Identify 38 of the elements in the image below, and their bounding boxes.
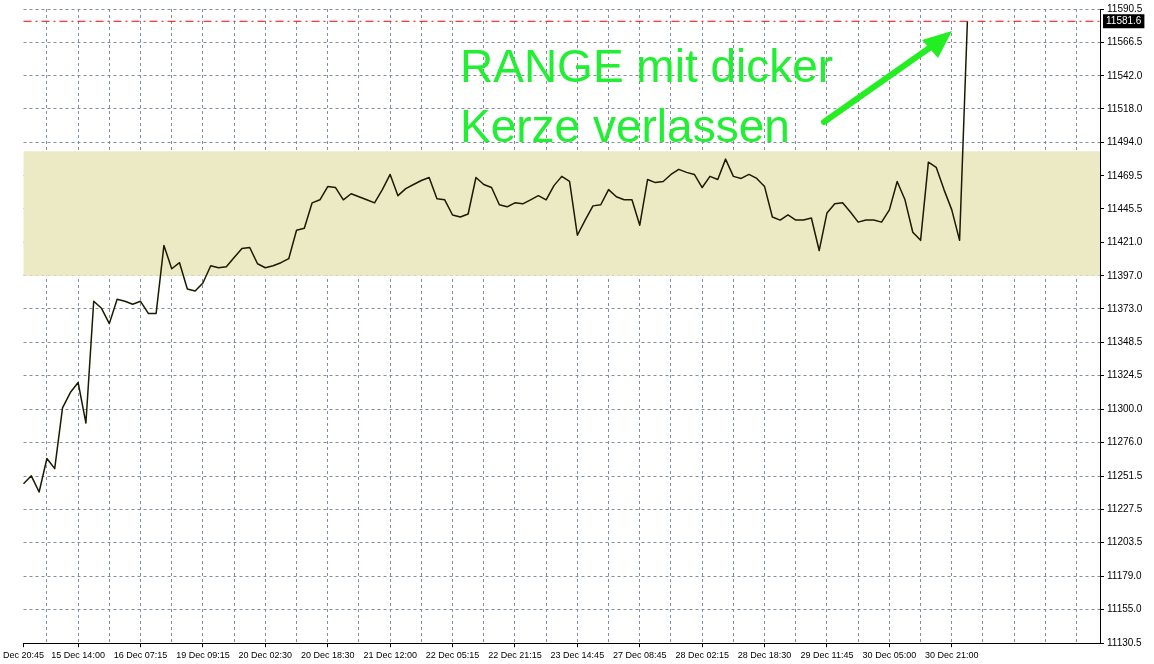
y-tick-label: 11179.0 bbox=[1107, 570, 1143, 582]
x-tick-label: 27 Dec 08:45 bbox=[612, 650, 667, 661]
y-tick-label: 11300.0 bbox=[1107, 403, 1143, 415]
y-tick-label: 11421.0 bbox=[1107, 236, 1143, 248]
x-tick-label: 16 Dec 07:15 bbox=[113, 650, 168, 661]
x-tick-label: Dec 20:45 bbox=[3, 650, 45, 661]
y-tick-label: 11227.5 bbox=[1107, 503, 1143, 515]
y-tick-label: 11276.0 bbox=[1107, 436, 1143, 448]
y-tick-label: 11324.5 bbox=[1107, 369, 1143, 381]
ref-line-label: 11581.6 bbox=[1106, 15, 1142, 27]
x-tick-label: 20 Dec 02:30 bbox=[238, 650, 293, 661]
x-tick-label: 29 Dec 11:45 bbox=[800, 650, 854, 661]
y-tick-label: 11397.0 bbox=[1107, 269, 1143, 281]
x-tick-label: 30 Dec 21:00 bbox=[925, 650, 979, 661]
y-tick-label: 11373.0 bbox=[1107, 302, 1143, 314]
y-tick-label: 11348.5 bbox=[1107, 336, 1143, 348]
x-tick-label: 19 Dec 09:15 bbox=[176, 650, 230, 661]
x-tick-label: 15 Dec 14:00 bbox=[51, 650, 105, 661]
y-tick-label: 11518.0 bbox=[1107, 102, 1143, 114]
y-tick-label: 11155.0 bbox=[1107, 603, 1143, 615]
annotation: RANGE mit dicker Kerze verlassen bbox=[460, 39, 835, 154]
y-tick-label: 11494.0 bbox=[1107, 135, 1143, 147]
y-tick-label: 11203.5 bbox=[1107, 536, 1143, 548]
y-tick-label: 11542.0 bbox=[1107, 69, 1143, 81]
y-tick-label: 11445.5 bbox=[1107, 202, 1143, 214]
x-tick-label: 30 Dec 05:00 bbox=[862, 650, 917, 661]
y-tick-label: 11130.5 bbox=[1107, 636, 1143, 648]
y-tick-label: 11590.5 bbox=[1107, 2, 1143, 14]
x-tick-label: 21 Dec 12:00 bbox=[363, 650, 417, 661]
x-tick-label: 23 Dec 14:45 bbox=[550, 650, 605, 661]
x-tick-label: 20 Dec 18:30 bbox=[300, 650, 355, 661]
x-tick-label: 28 Dec 02:15 bbox=[675, 650, 729, 661]
y-tick-label: 11566.5 bbox=[1107, 35, 1143, 47]
x-tick-label: 22 Dec 05:15 bbox=[425, 650, 480, 661]
x-tick-label: 28 Dec 18:30 bbox=[737, 650, 792, 661]
x-tick-label: 22 Dec 21:15 bbox=[488, 650, 542, 661]
y-tick-label: 11469.5 bbox=[1107, 169, 1143, 181]
y-tick-label: 11251.5 bbox=[1107, 470, 1143, 482]
